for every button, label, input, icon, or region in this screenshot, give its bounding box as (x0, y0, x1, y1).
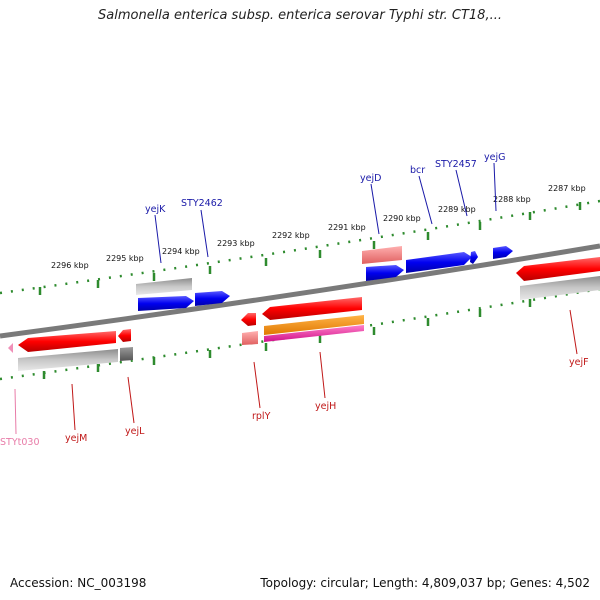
genome-backbone (0, 243, 600, 339)
forward-tick-ring (0, 199, 600, 295)
gene-STYt030[interactable] (8, 343, 13, 353)
cds-yejF (520, 276, 600, 300)
gene-rplY[interactable] (241, 313, 256, 326)
label-rplY: rplY (252, 411, 271, 422)
tick-label-2289: 2289 kbp (438, 205, 476, 214)
cds-rplY (242, 331, 258, 345)
gene-bcr[interactable] (406, 252, 472, 273)
gene-STY2457[interactable] (470, 251, 478, 264)
reverse-label-lines (14, 309, 578, 435)
forward-major-ticks (38, 202, 582, 295)
cds-yejH-magenta (264, 325, 364, 342)
genome-info-text: Topology: circular; Length: 4,809,037 bp… (260, 576, 590, 590)
reverse-major-ticks (42, 299, 532, 379)
cds-yejD (362, 246, 402, 264)
label-yejD: yejD (360, 173, 381, 184)
tick-label-2296: 2296 kbp (51, 261, 89, 270)
cds-yejM (18, 349, 118, 371)
forward-genes (136, 246, 513, 311)
gene-yejF[interactable] (516, 257, 600, 281)
tick-label-2294: 2294 kbp (162, 247, 200, 256)
label-yejG: yejG (484, 152, 505, 163)
tick-label-2290: 2290 kbp (383, 214, 421, 223)
tick-label-2288: 2288 kbp (493, 195, 531, 204)
gene-yejK[interactable] (138, 296, 194, 311)
cds-yejK (136, 278, 192, 295)
label-yejM: yejM (65, 433, 87, 444)
tick-label-2287: 2287 kbp (548, 184, 586, 193)
label-yejL: yejL (125, 426, 145, 437)
map-title: Salmonella enterica subsp. enterica sero… (98, 8, 502, 23)
tick-label-2291: 2291 kbp (328, 223, 366, 232)
label-STYt030: STYt030 (0, 437, 40, 448)
gene-yejL[interactable] (118, 329, 131, 342)
tick-label-2293: 2293 kbp (217, 239, 255, 248)
label-yejF: yejF (569, 357, 589, 368)
gene-yejM[interactable] (18, 331, 116, 352)
label-yejH: yejH (315, 401, 336, 412)
gene-yejD[interactable] (366, 265, 404, 281)
cds-yejH-orange (264, 315, 364, 335)
tick-label-2295: 2295 kbp (106, 254, 144, 263)
accession-text: Accession: NC_003198 (10, 576, 147, 590)
gene-STY2462[interactable] (195, 291, 230, 306)
gene-yejG[interactable] (493, 246, 513, 259)
gene-yejH[interactable] (262, 297, 362, 320)
cds-yejL (120, 347, 133, 361)
label-STY2457: STY2457 (435, 159, 477, 170)
tick-label-2292: 2292 kbp (272, 231, 310, 240)
label-yejK: yejK (145, 204, 166, 215)
label-STY2462: STY2462 (181, 198, 223, 209)
forward-label-lines (154, 162, 497, 264)
reverse-genes (8, 257, 600, 371)
label-bcr: bcr (410, 165, 425, 176)
